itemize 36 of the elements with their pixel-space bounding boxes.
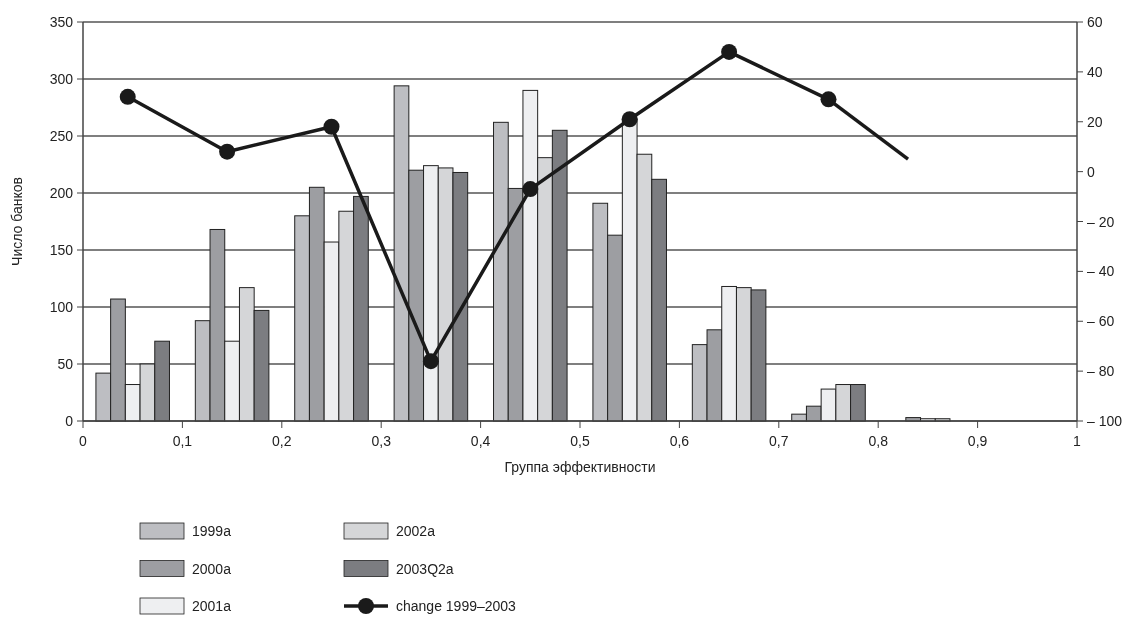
legend-label: 2003Q2a bbox=[396, 560, 454, 577]
x-tick-label: 0,6 bbox=[669, 433, 690, 449]
y-tick-label: 350 bbox=[49, 14, 74, 30]
y2-tick-label: 0 bbox=[1087, 163, 1095, 180]
x-tick-label: 0,7 bbox=[769, 433, 789, 449]
y2-tick-label: 40 bbox=[1087, 63, 1103, 80]
y2-tick-label: – 40 bbox=[1087, 263, 1115, 280]
legend-label: 2002a bbox=[396, 523, 436, 539]
x-tick-label: 1 bbox=[1073, 433, 1082, 449]
y-tick-label: 300 bbox=[49, 71, 74, 87]
y-tick-label: 250 bbox=[49, 128, 74, 144]
y-tick-label: 150 bbox=[49, 242, 74, 258]
y-tick-label: 0 bbox=[65, 413, 74, 429]
x-tick-label: 0,4 bbox=[470, 433, 491, 449]
y2-tick-label: – 20 bbox=[1087, 213, 1115, 230]
y-tick-label: 100 bbox=[49, 299, 74, 315]
legend-label: 2000a bbox=[192, 560, 232, 577]
y-tick-label: 50 bbox=[57, 356, 74, 372]
x-tick-label: 0,3 bbox=[371, 433, 392, 449]
y2-tick-label: 60 bbox=[1087, 14, 1103, 30]
x-axis-title: Группа эффективности bbox=[504, 459, 656, 475]
y2-tick-label: – 80 bbox=[1087, 363, 1115, 380]
x-tick-label: 0,8 bbox=[868, 433, 889, 449]
y2-tick-label: – 100 bbox=[1087, 413, 1123, 429]
legend-label: change 1999–2003 bbox=[396, 598, 517, 614]
legend-label: 2001a bbox=[192, 598, 232, 614]
y2-tick-label: – 60 bbox=[1087, 313, 1115, 330]
x-tick-label: 0,5 bbox=[570, 433, 590, 449]
y2-tick-label: 20 bbox=[1087, 113, 1103, 130]
legend-label: 1999a bbox=[192, 523, 232, 539]
y-axis-title: Число банков bbox=[9, 177, 25, 266]
y-tick-label: 200 bbox=[49, 185, 74, 201]
x-tick-label: 0,2 bbox=[272, 433, 292, 449]
x-tick-label: 0,9 bbox=[967, 433, 988, 449]
x-tick-label: 0,1 bbox=[172, 433, 193, 449]
x-tick-label: 0 bbox=[79, 433, 88, 449]
